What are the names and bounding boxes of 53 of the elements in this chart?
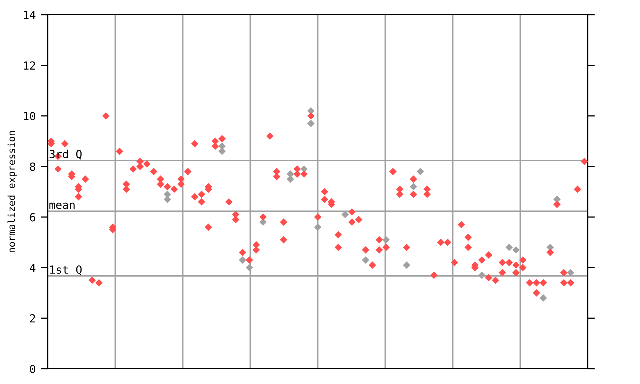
point xyxy=(191,193,199,201)
point xyxy=(410,190,418,198)
point xyxy=(204,224,212,232)
ref-line-label: mean xyxy=(50,202,75,210)
y-tick-label: 4 xyxy=(30,264,36,272)
point xyxy=(403,262,411,270)
point xyxy=(273,173,281,181)
point xyxy=(198,198,206,206)
point xyxy=(75,193,82,201)
point xyxy=(239,256,246,264)
y-axis-title: normalized expression xyxy=(8,131,18,253)
point xyxy=(232,216,240,224)
y-tick-label: 14 xyxy=(24,11,36,20)
y-tick-label: 10 xyxy=(24,112,36,121)
point xyxy=(246,264,254,272)
point xyxy=(512,246,520,254)
point xyxy=(212,142,220,150)
point xyxy=(376,246,384,254)
point xyxy=(533,289,540,297)
y-tick-label: 8 xyxy=(30,162,36,172)
point xyxy=(54,166,62,173)
point xyxy=(478,272,486,280)
y-tick-label: 0 xyxy=(30,365,36,374)
point xyxy=(560,279,568,287)
point xyxy=(294,170,302,178)
point xyxy=(540,294,548,302)
y-tick-label: 12 xyxy=(24,62,36,70)
point xyxy=(382,236,390,244)
point xyxy=(321,196,329,204)
point xyxy=(280,236,288,244)
point xyxy=(410,183,418,191)
point xyxy=(314,224,322,232)
point xyxy=(498,269,506,277)
point xyxy=(342,211,350,218)
point xyxy=(362,256,370,264)
point xyxy=(506,244,514,252)
point xyxy=(485,274,493,282)
point xyxy=(464,244,472,252)
ref-line-label: 1st Q xyxy=(50,266,82,276)
point xyxy=(307,120,315,128)
y-tick-label: 2 xyxy=(30,314,36,323)
ref-line-label: 3rd Q xyxy=(50,150,82,160)
point xyxy=(348,218,356,226)
point xyxy=(512,269,520,277)
point xyxy=(334,244,342,252)
point xyxy=(157,180,164,188)
point xyxy=(286,176,294,184)
point xyxy=(286,170,294,178)
point xyxy=(416,168,424,176)
point xyxy=(178,180,185,188)
point xyxy=(519,264,527,272)
y-tick-label: 6 xyxy=(30,213,36,222)
point xyxy=(136,163,144,170)
